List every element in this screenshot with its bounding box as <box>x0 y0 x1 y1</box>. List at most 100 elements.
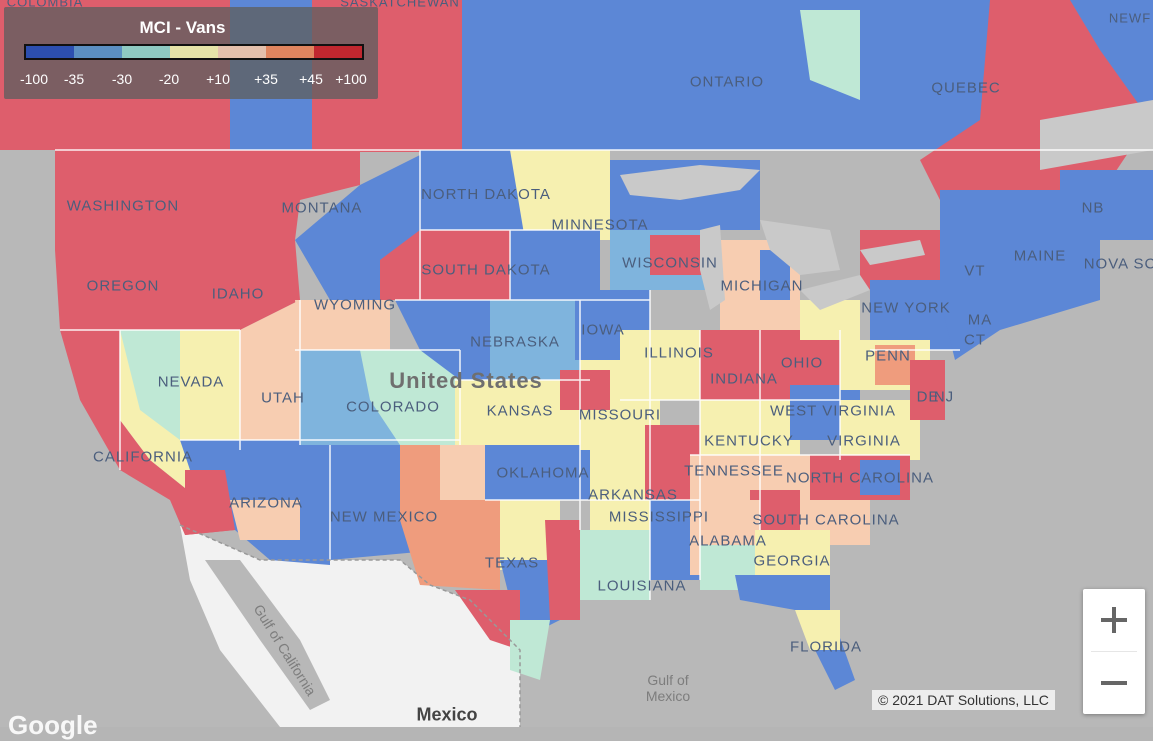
mexico-border <box>179 524 521 727</box>
map-label-ma: MA <box>967 311 993 329</box>
region-oklahoma <box>485 445 590 500</box>
legend-tick: +10 <box>206 71 230 87</box>
map-label-nova-scotia: NOVA SC <box>1083 255 1153 273</box>
region-wyoming <box>295 300 390 350</box>
map-label-wisconsin: WISCONSIN <box>622 254 718 272</box>
map-label-idaho: IDAHO <box>211 285 265 303</box>
zoom-in-button[interactable] <box>1083 589 1145 651</box>
map-label-ct: CT <box>964 331 986 349</box>
map-label-mexico: Mexico <box>416 704 478 725</box>
map-label-saskatchewan: SASKATCHEWAN <box>340 0 460 10</box>
map-label-indiana: INDIANA <box>710 370 778 388</box>
map-label-new-york: NEW YORK <box>861 299 951 317</box>
legend-swatch <box>266 46 314 58</box>
map-label-nb: NB <box>1081 199 1105 217</box>
region-arkansas <box>590 450 660 530</box>
map-label-alabama: ALABAMA <box>689 532 767 550</box>
zoom-out-button[interactable] <box>1083 652 1145 714</box>
region-texas-south <box>455 590 520 650</box>
legend-tick: -20 <box>158 71 180 87</box>
plus-icon <box>1101 607 1127 633</box>
map-label-de: DE <box>916 388 940 406</box>
region-georgia <box>755 530 830 575</box>
region-wyoming-ne <box>380 230 420 300</box>
map-label-quebec: QUEBEC <box>931 79 1001 97</box>
map-label-michigan: MICHIGAN <box>720 277 804 295</box>
region-nc-east <box>860 460 900 495</box>
map-label-illinois: ILLINOIS <box>644 344 714 362</box>
copyright-notice[interactable]: © 2021 DAT Solutions, LLC <box>872 690 1055 710</box>
legend-tick: -35 <box>63 71 85 87</box>
map-label-louisiana: LOUISIANA <box>597 577 687 595</box>
legend-tick: +45 <box>299 71 323 87</box>
map-label-colorado: COLORADO <box>346 398 440 416</box>
region-virginia <box>840 400 920 460</box>
lake-erie <box>800 275 870 310</box>
region-louisiana <box>580 530 650 600</box>
region-minnesota-south <box>510 230 600 300</box>
legend-title: MCI - Vans <box>139 18 226 37</box>
region-new-york <box>870 280 960 350</box>
map-label-maine: MAINE <box>1013 247 1067 265</box>
map-label-new-mexico: NEW MEXICO <box>329 508 439 526</box>
map-label-kansas: KANSAS <box>486 402 554 420</box>
map-label-virginia: VIRGINIA <box>827 432 901 450</box>
mexico-land <box>180 525 520 727</box>
gulf-of-california-water <box>205 560 330 710</box>
lake-huron <box>760 220 840 275</box>
state-boundaries <box>55 149 1153 600</box>
zoom-divider <box>1091 651 1137 652</box>
lake-michigan <box>700 225 725 310</box>
region-florida <box>735 575 855 690</box>
legend-swatch <box>314 46 362 58</box>
map-label-iowa: IOWA <box>581 321 625 339</box>
legend-tick: -30 <box>111 71 133 87</box>
legend-tick: -100 <box>19 71 49 87</box>
region-california-coast <box>60 330 235 535</box>
google-logo[interactable]: Google <box>8 710 98 740</box>
region-atlanta <box>750 490 800 530</box>
map-label-north-carolina: NORTH CAROLINA <box>786 469 934 487</box>
region-north-dakota <box>420 150 525 230</box>
gulf-st-lawrence <box>1040 100 1153 170</box>
map-label-oregon: OREGON <box>86 277 160 295</box>
map-label-newf: NEWF <box>1108 10 1152 26</box>
region-az-south <box>230 500 300 540</box>
region-kentucky <box>700 400 800 460</box>
region-michigan-east <box>760 250 790 300</box>
region-colorado-east <box>360 350 460 445</box>
map-label-south-carolina: SOUTH CAROLINA <box>752 511 900 529</box>
region-minnesota <box>510 150 610 240</box>
region-texas-gulf <box>545 520 580 620</box>
map-label-georgia: GEORGIA <box>753 552 831 570</box>
map-label-missouri: MISSOURI <box>578 406 662 424</box>
region-south-dakota <box>420 230 510 300</box>
map-label-ontario: ONTARIO <box>689 73 765 91</box>
map-label-arkansas: ARKANSAS <box>588 486 678 504</box>
map-label-washington: WASHINGTON <box>66 197 180 215</box>
region-tennessee <box>690 455 810 500</box>
map-label-minnesota: MINNESOTA <box>551 216 649 234</box>
map-label-penn: PENN <box>865 347 911 365</box>
map-label-montana: MONTANA <box>281 199 363 217</box>
legend-swatch <box>170 46 218 58</box>
region-mississippi <box>650 500 700 580</box>
map-label-gulf-mexico: Gulf of Mexico <box>645 672 691 704</box>
map-label-california: CALIFORNIA <box>92 448 194 466</box>
region-pnw <box>55 150 360 330</box>
region-ohio-north <box>800 300 860 340</box>
map-label-wyoming: WYOMING <box>314 296 396 314</box>
lake-superior <box>620 165 760 200</box>
legend-swatch <box>122 46 170 58</box>
region-florida-central <box>795 610 840 650</box>
map-label-country: United States <box>389 368 543 393</box>
region-texas-central <box>500 500 560 570</box>
map-label-nj: NJ <box>933 388 955 406</box>
legend-panel: MCI - Vans -100 -35 -30 -20 +10 +35 +45 … <box>4 7 378 99</box>
map-label-colombia: COLOMBIA <box>6 0 84 10</box>
region-memphis <box>645 425 700 500</box>
legend-tick: +100 <box>335 71 367 87</box>
map-label-utah: UTAH <box>261 389 305 407</box>
legend-swatch <box>218 46 266 58</box>
